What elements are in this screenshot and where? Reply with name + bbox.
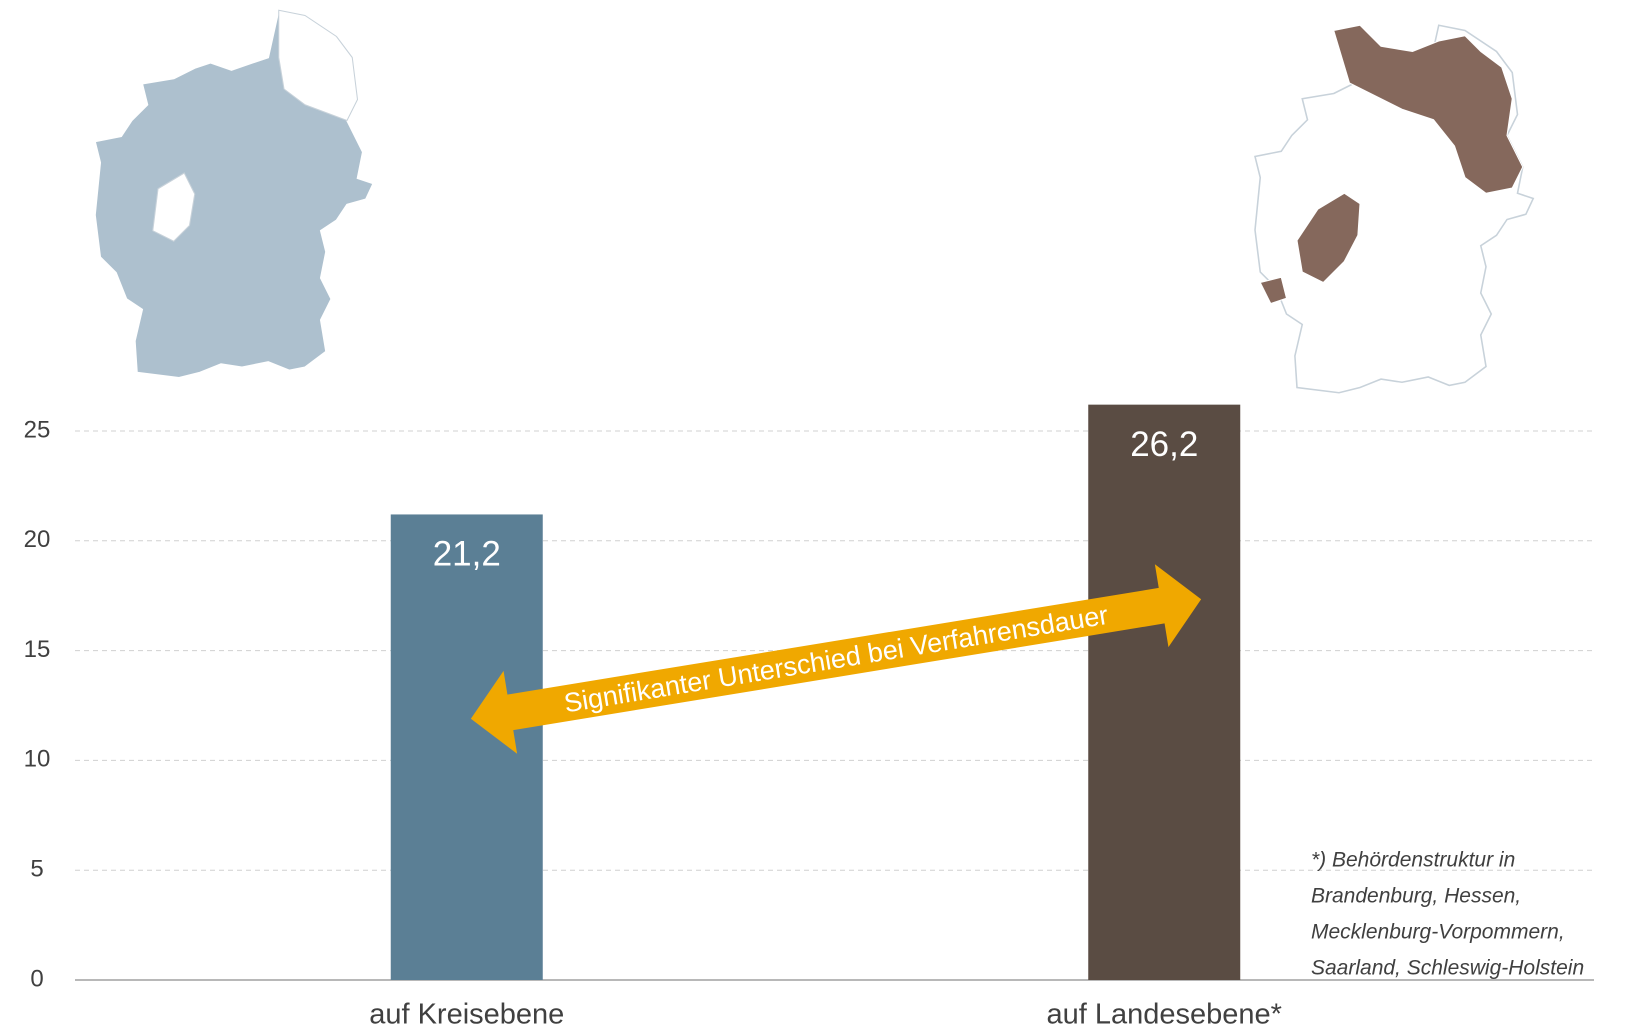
x-tick-label: auf Kreisebene	[369, 999, 564, 1028]
bar	[1088, 404, 1241, 980]
annotation: Signifikanter Unterschied bei Verfahrens…	[562, 600, 1110, 719]
footnote: Brandenburg, Hessen,	[1311, 885, 1521, 908]
map-left	[94, 9, 375, 379]
map-right	[1254, 24, 1535, 394]
y-tick-label: 20	[24, 526, 51, 553]
y-tick-label: 0	[30, 965, 43, 992]
y-tick-label: 10	[24, 746, 51, 773]
data-label: 21,2	[433, 535, 501, 574]
footnote: Mecklenburg-Vorpommern,	[1311, 921, 1565, 944]
bar	[390, 514, 543, 980]
x-tick-label: auf Landesebene*	[1047, 999, 1282, 1028]
y-tick-label: 25	[24, 416, 51, 443]
y-tick-label: 15	[24, 636, 51, 663]
footnote: *) Behördenstruktur in	[1311, 849, 1515, 872]
footnote: Saarland, Schleswig-Holstein	[1311, 957, 1584, 980]
y-tick-label: 5	[30, 856, 43, 883]
data-label: 26,2	[1130, 425, 1198, 464]
